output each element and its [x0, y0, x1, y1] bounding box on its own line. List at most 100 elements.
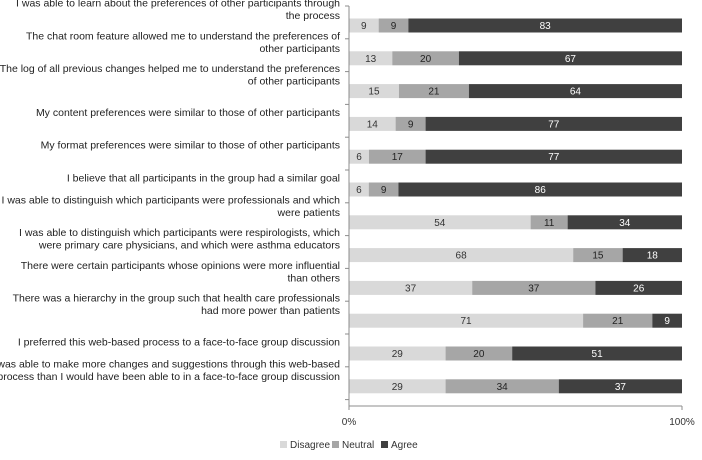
- category-label: I was able to distinguish which particip…: [1, 194, 340, 206]
- data-label: 77: [548, 152, 560, 163]
- category-label: My format preferences were similar to th…: [41, 140, 340, 152]
- category-label: of other participants: [248, 76, 340, 88]
- data-label: 26: [633, 283, 645, 294]
- legend-swatch-disagree: [280, 441, 287, 448]
- bar-segment-agree: [652, 313, 682, 328]
- bar-segment-disagree: [349, 248, 574, 263]
- data-label: 37: [528, 283, 540, 294]
- bar-segment-neutral: [398, 84, 469, 99]
- data-label: 67: [565, 54, 577, 65]
- bar-segment-agree: [567, 215, 682, 230]
- data-label: 20: [473, 349, 485, 360]
- data-label: 9: [408, 119, 414, 130]
- category-label: The chat room feature allowed me to unde…: [26, 30, 340, 42]
- category-label: I was able to distinguish which particip…: [19, 227, 340, 239]
- bar-segment-neutral: [395, 116, 426, 131]
- data-label: 68: [456, 251, 468, 262]
- category-label: were primary care physicians, and which …: [38, 240, 340, 252]
- category-label: the process: [286, 10, 340, 22]
- legend-swatch-agree: [381, 441, 388, 448]
- category-label: had more power than patients: [201, 305, 340, 317]
- data-label: 9: [361, 21, 367, 32]
- x-tick-label: 100%: [669, 417, 695, 428]
- category-label: There were certain participants whose op…: [21, 260, 340, 272]
- data-label: 6: [356, 185, 362, 196]
- bar-segment-agree: [558, 379, 682, 394]
- data-label: 77: [548, 119, 560, 130]
- data-label: 37: [405, 283, 417, 294]
- bar-segment-neutral: [445, 379, 559, 394]
- data-label: 51: [592, 349, 604, 360]
- data-label: 9: [664, 316, 670, 327]
- bar-segment-agree: [622, 248, 682, 263]
- bar-segment-disagree: [349, 215, 531, 230]
- data-label: 34: [497, 382, 509, 393]
- data-label: 18: [647, 251, 659, 262]
- bar-segment-disagree: [349, 116, 396, 131]
- data-label: 9: [381, 185, 387, 196]
- data-label: 54: [434, 218, 446, 229]
- legend-label-agree: Agree: [391, 440, 418, 451]
- category-label: My content preferences were similar to t…: [36, 107, 340, 119]
- data-label: 71: [460, 316, 472, 327]
- data-label: 9: [391, 21, 397, 32]
- bar-segment-agree: [512, 346, 682, 361]
- data-label: 37: [615, 382, 627, 393]
- data-label: 34: [619, 218, 631, 229]
- data-label: 20: [420, 54, 432, 65]
- data-label: 83: [540, 21, 552, 32]
- bars: 9 9 83 13 20 67 15 21 64 14 9 77 6 17 77 6 9 86 54 11 34 68 15…: [349, 18, 682, 394]
- bar-segment-neutral: [392, 51, 459, 66]
- bar-segment-agree: [458, 51, 682, 66]
- bar-segment-disagree: [349, 18, 379, 33]
- data-label: 17: [392, 152, 404, 163]
- bar-segment-disagree: [349, 182, 369, 197]
- bar-segment-disagree: [349, 149, 369, 164]
- data-label: 15: [368, 87, 380, 98]
- bar-segment-agree: [595, 280, 682, 295]
- data-label: 86: [535, 185, 547, 196]
- legend-label-neutral: Neutral: [342, 440, 374, 451]
- bar-segment-neutral: [368, 182, 399, 197]
- category-label: There was a hierarchy in the group such …: [13, 293, 340, 305]
- category-label: I was able to make more changes and sugg…: [0, 358, 340, 370]
- category-label: process than I would have been able to i…: [0, 371, 340, 383]
- data-label: 21: [612, 316, 624, 327]
- bar-segment-neutral: [445, 346, 513, 361]
- bar-segment-neutral: [573, 248, 623, 263]
- bar-segment-neutral: [583, 313, 653, 328]
- bar-segment-neutral: [472, 280, 596, 295]
- bar-segment-agree: [425, 149, 682, 164]
- legend-label-disagree: Disagree: [290, 440, 330, 451]
- legend: Disagree Neutral Agree: [280, 440, 418, 451]
- data-label: 11: [544, 218, 555, 229]
- bar-segment-disagree: [349, 280, 473, 295]
- bar-segment-agree: [468, 84, 682, 99]
- category-label: I believe that all participants in the g…: [67, 173, 340, 185]
- x-tick-label: 0%: [342, 417, 357, 428]
- x-axis: 0% 100%: [342, 5, 695, 428]
- bar-segment-agree: [408, 18, 682, 33]
- bar-segment-disagree: [349, 379, 446, 394]
- category-label: The log of all previous changes helped m…: [0, 63, 340, 75]
- data-label: 14: [367, 119, 379, 130]
- bar-segment-neutral: [368, 149, 426, 164]
- bar-segment-disagree: [349, 84, 399, 99]
- data-label: 64: [570, 87, 582, 98]
- bar-segment-agree: [398, 182, 682, 197]
- bar-segment-disagree: [349, 51, 393, 66]
- bar-segment-disagree: [349, 346, 446, 361]
- bar-segment-neutral: [530, 215, 568, 230]
- data-label: 15: [592, 251, 604, 262]
- data-label: 29: [392, 382, 404, 393]
- category-label: than others: [287, 272, 340, 284]
- data-label: 13: [365, 54, 377, 65]
- bar-segment-neutral: [378, 18, 409, 33]
- category-label: were patients: [277, 207, 340, 219]
- data-label: 21: [428, 87, 440, 98]
- category-label: other participants: [259, 43, 340, 55]
- data-label: 29: [392, 349, 404, 360]
- data-label: 6: [356, 152, 362, 163]
